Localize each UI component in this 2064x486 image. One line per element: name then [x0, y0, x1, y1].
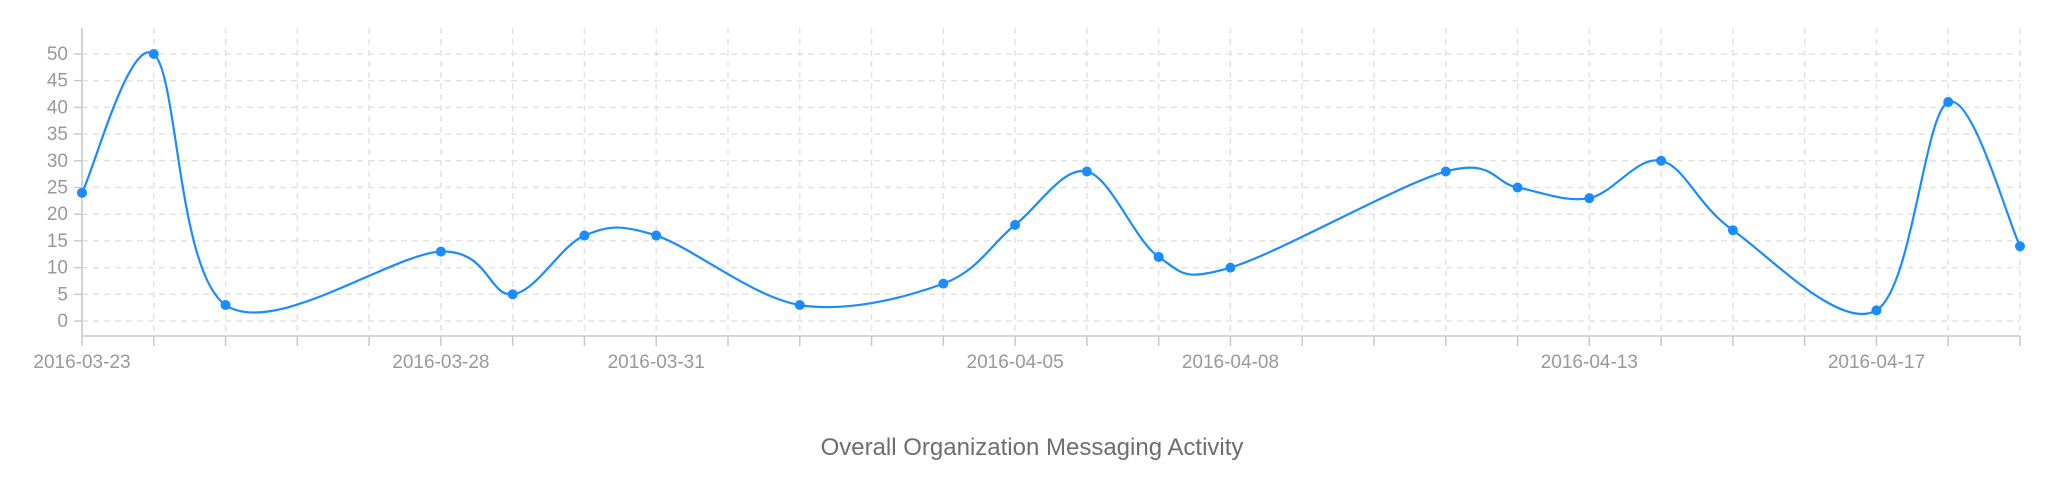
- data-point: [1512, 182, 1523, 193]
- y-tick-label: 35: [47, 124, 68, 145]
- data-point: [1656, 155, 1667, 166]
- y-tick-label: 45: [47, 71, 68, 92]
- data-point: [651, 230, 662, 241]
- data-point: [1225, 262, 1236, 273]
- y-tick-label: 10: [47, 258, 68, 279]
- data-point: [1153, 251, 1164, 262]
- x-tick-label: 2016-03-23: [33, 352, 130, 373]
- y-tick-label: 50: [47, 44, 68, 65]
- data-point: [1010, 219, 1021, 230]
- data-point: [579, 230, 590, 241]
- data-point: [938, 278, 949, 289]
- y-tick-label: 40: [47, 97, 68, 118]
- data-point: [794, 299, 805, 310]
- y-tick-label: 0: [57, 311, 68, 332]
- data-point: [435, 246, 446, 257]
- data-point: [220, 299, 231, 310]
- y-tick-label: 20: [47, 204, 68, 225]
- y-tick-label: 15: [47, 231, 68, 252]
- series-layer: [77, 49, 2025, 316]
- x-tick-label: 2016-03-28: [392, 352, 489, 373]
- x-tick-label: 2016-04-17: [1828, 352, 1925, 373]
- data-point: [507, 289, 518, 300]
- chart-title: Overall Organization Messaging Activity: [820, 434, 1244, 461]
- series-line: [81, 51, 2021, 316]
- x-tick-label: 2016-03-31: [608, 352, 705, 373]
- y-tick-label: 25: [47, 178, 68, 199]
- data-point: [77, 187, 87, 198]
- data-point: [1871, 305, 1882, 316]
- data-point: [1584, 193, 1595, 204]
- grid-layer: [81, 28, 2021, 336]
- x-tick-label: 2016-04-13: [1541, 352, 1638, 373]
- data-point: [148, 49, 159, 59]
- data-point: [2015, 241, 2025, 252]
- y-tick-label: 30: [47, 151, 68, 172]
- y-tick-label: 5: [57, 284, 68, 305]
- data-point: [1943, 97, 1954, 108]
- axis-layer: 0 5 10 15 20 25 30 35 40 45 50 2016-03-23 2016-03-28…: [33, 28, 2021, 373]
- x-tick-label: 2016-04-08: [1182, 352, 1279, 373]
- data-point: [1081, 166, 1092, 177]
- x-tick-label: 2016-04-05: [967, 352, 1064, 373]
- data-point: [1440, 166, 1451, 177]
- data-point: [1727, 225, 1738, 236]
